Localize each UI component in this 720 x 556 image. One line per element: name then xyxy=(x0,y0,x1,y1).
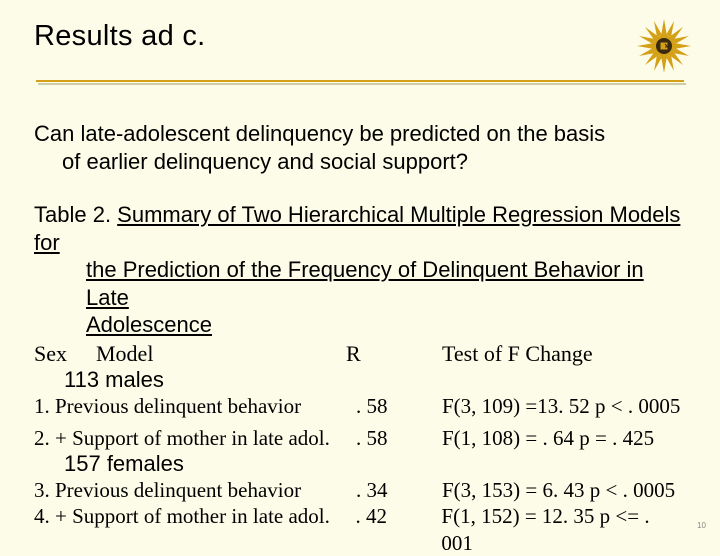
table-header-row: Sex Model R Test of F Change xyxy=(34,341,686,367)
col-header-sex: Sex xyxy=(34,341,96,367)
question-line2: of earlier delinquency and social suppor… xyxy=(34,148,686,176)
cell-model: 1. Previous delinquent behavior xyxy=(34,393,356,419)
title-divider xyxy=(34,80,686,86)
caption-lead: Table 2. xyxy=(34,202,117,227)
page-title: Results ad c. xyxy=(34,20,206,53)
cell-r: . 58 xyxy=(356,393,442,419)
group-males: 113 males xyxy=(34,367,686,393)
cell-model: 4. + Support of mother in late adol. xyxy=(34,503,356,556)
cell-model: 3. Previous delinquent behavior xyxy=(34,477,356,503)
cell-test: F(3, 153) = 6. 43 p < . 0005 xyxy=(442,477,675,503)
cell-r: . 42 xyxy=(356,503,442,556)
question-line1: Can late-adolescent delinquency be predi… xyxy=(34,121,605,146)
cell-test: F(1, 108) = . 64 p = . 425 xyxy=(442,425,654,451)
caption-underline-2: the Prediction of the Frequency of Delin… xyxy=(86,257,644,310)
group-females: 157 females xyxy=(34,451,686,477)
cell-test: F(3, 109) =13. 52 p < . 0005 xyxy=(442,393,680,419)
table-row: 1. Previous delinquent behavior . 58 F(3… xyxy=(34,393,686,419)
col-header-model: Model xyxy=(96,341,346,367)
caption-underline-1: Summary of Two Hierarchical Multiple Reg… xyxy=(34,202,680,255)
cell-model: 2. + Support of mother in late adol. xyxy=(34,425,356,451)
table-row: 4. + Support of mother in late adol. . 4… xyxy=(34,503,686,556)
logo-sunburst-icon xyxy=(636,18,692,74)
col-header-r: R xyxy=(346,341,442,367)
cell-r: . 58 xyxy=(356,425,442,451)
caption-underline-3: Adolescence xyxy=(86,312,212,337)
table-caption: Table 2. Summary of Two Hierarchical Mul… xyxy=(34,201,686,339)
col-header-test: Test of F Change xyxy=(442,341,593,367)
research-question: Can late-adolescent delinquency be predi… xyxy=(34,120,686,175)
page-number: 10 xyxy=(697,521,706,530)
cell-r: . 34 xyxy=(356,477,442,503)
cell-test: F(1, 152) = 12. 35 p <= . 001 xyxy=(441,503,686,556)
table-row: 3. Previous delinquent behavior . 34 F(3… xyxy=(34,477,686,503)
table-row: 2. + Support of mother in late adol. . 5… xyxy=(34,425,686,451)
